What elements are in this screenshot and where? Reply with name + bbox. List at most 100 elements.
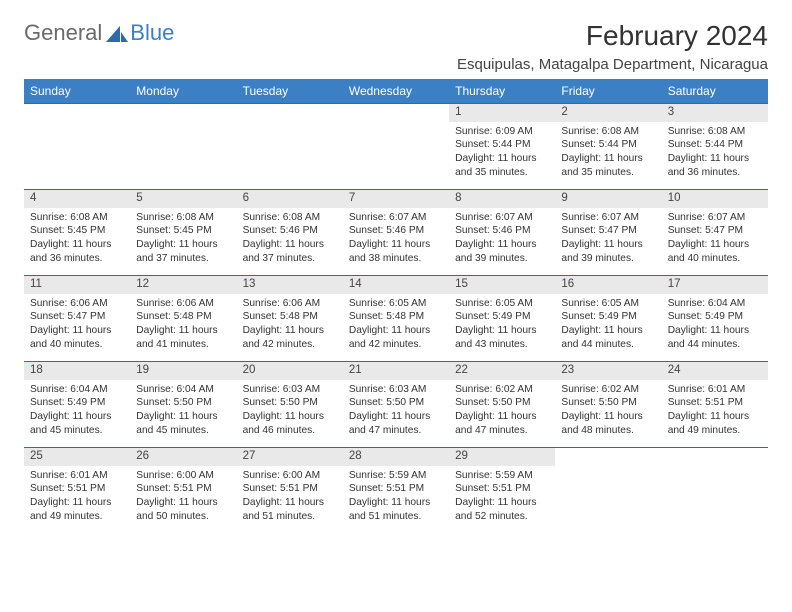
day-number: 25 [30,450,43,462]
day-d1: Daylight: 11 hours [668,152,762,166]
day-d1: Daylight: 11 hours [349,324,443,338]
dayheader-thursday: Thursday [449,79,555,104]
day-content-cell: Sunrise: 6:05 AMSunset: 5:49 PMDaylight:… [449,294,555,362]
day-number-cell: 10 [662,190,768,208]
dayheader-tuesday: Tuesday [237,79,343,104]
day-content-cell: Sunrise: 6:07 AMSunset: 5:46 PMDaylight:… [449,208,555,276]
day-number-cell: 26 [130,448,236,466]
day-ss: Sunset: 5:47 PM [30,310,124,324]
day-content-cell [555,466,661,534]
day-sr: Sunrise: 6:02 AM [455,383,549,397]
day-sr: Sunrise: 6:08 AM [561,125,655,139]
day-number: 27 [243,450,256,462]
day-number-cell: 24 [662,362,768,380]
day-number-cell: 25 [24,448,130,466]
day-sr: Sunrise: 6:04 AM [136,383,230,397]
day-ss: Sunset: 5:47 PM [561,224,655,238]
day-d1: Daylight: 11 hours [349,238,443,252]
day-ss: Sunset: 5:50 PM [561,396,655,410]
day-number: 24 [668,364,681,376]
day-d2: and 41 minutes. [136,338,230,352]
day-number: 28 [349,450,362,462]
day-sr: Sunrise: 6:08 AM [136,211,230,225]
day-content-cell: Sunrise: 6:03 AMSunset: 5:50 PMDaylight:… [237,380,343,448]
day-content-cell: Sunrise: 6:03 AMSunset: 5:50 PMDaylight:… [343,380,449,448]
day-number: 21 [349,364,362,376]
day-ss: Sunset: 5:51 PM [349,482,443,496]
day-content-cell: Sunrise: 6:08 AMSunset: 5:46 PMDaylight:… [237,208,343,276]
day-sr: Sunrise: 6:04 AM [30,383,124,397]
day-number: 16 [561,278,574,290]
day-number-cell: 18 [24,362,130,380]
day-d1: Daylight: 11 hours [243,238,337,252]
day-ss: Sunset: 5:46 PM [349,224,443,238]
day-content-cell: Sunrise: 6:01 AMSunset: 5:51 PMDaylight:… [24,466,130,534]
day-number-cell: 11 [24,276,130,294]
day-number-cell: 15 [449,276,555,294]
day-d2: and 45 minutes. [136,424,230,438]
day-ss: Sunset: 5:50 PM [349,396,443,410]
day-d2: and 47 minutes. [455,424,549,438]
day-d2: and 52 minutes. [455,510,549,524]
day-content-cell [343,122,449,190]
day-ss: Sunset: 5:50 PM [455,396,549,410]
day-d1: Daylight: 11 hours [455,496,549,510]
day-number: 29 [455,450,468,462]
day-number-cell: 13 [237,276,343,294]
day-ss: Sunset: 5:44 PM [455,138,549,152]
day-d2: and 47 minutes. [349,424,443,438]
day-content-cell: Sunrise: 5:59 AMSunset: 5:51 PMDaylight:… [343,466,449,534]
day-number-cell [662,448,768,466]
day-number: 2 [561,106,567,118]
day-content-cell: Sunrise: 6:05 AMSunset: 5:48 PMDaylight:… [343,294,449,362]
day-number: 14 [349,278,362,290]
day-ss: Sunset: 5:51 PM [243,482,337,496]
day-number: 19 [136,364,149,376]
day-d2: and 44 minutes. [561,338,655,352]
day-number: 23 [561,364,574,376]
day-d1: Daylight: 11 hours [668,410,762,424]
day-number-cell: 5 [130,190,236,208]
day-d2: and 48 minutes. [561,424,655,438]
day-sr: Sunrise: 6:03 AM [243,383,337,397]
day-ss: Sunset: 5:44 PM [561,138,655,152]
day-number-cell: 3 [662,104,768,122]
day-d1: Daylight: 11 hours [243,496,337,510]
day-d1: Daylight: 11 hours [136,324,230,338]
day-content-cell: Sunrise: 6:08 AMSunset: 5:44 PMDaylight:… [662,122,768,190]
day-number: 5 [136,192,142,204]
day-number-cell: 8 [449,190,555,208]
day-sr: Sunrise: 6:04 AM [668,297,762,311]
day-ss: Sunset: 5:45 PM [30,224,124,238]
brand-sail-icon [106,24,128,42]
day-number-cell: 21 [343,362,449,380]
daynum-row: 18192021222324 [24,362,768,380]
day-sr: Sunrise: 6:01 AM [30,469,124,483]
day-d2: and 35 minutes. [561,166,655,180]
day-ss: Sunset: 5:47 PM [668,224,762,238]
day-ss: Sunset: 5:51 PM [455,482,549,496]
day-d1: Daylight: 11 hours [455,324,549,338]
day-number-cell: 27 [237,448,343,466]
day-d2: and 40 minutes. [668,252,762,266]
day-d2: and 42 minutes. [349,338,443,352]
day-content-cell: Sunrise: 6:00 AMSunset: 5:51 PMDaylight:… [237,466,343,534]
day-content-cell: Sunrise: 6:04 AMSunset: 5:49 PMDaylight:… [24,380,130,448]
day-content-cell: Sunrise: 6:04 AMSunset: 5:49 PMDaylight:… [662,294,768,362]
day-d2: and 40 minutes. [30,338,124,352]
day-content-cell: Sunrise: 6:01 AMSunset: 5:51 PMDaylight:… [662,380,768,448]
day-content-cell: Sunrise: 6:07 AMSunset: 5:47 PMDaylight:… [662,208,768,276]
dayheader-wednesday: Wednesday [343,79,449,104]
day-d2: and 50 minutes. [136,510,230,524]
day-sr: Sunrise: 6:01 AM [668,383,762,397]
day-number-cell [555,448,661,466]
title-block: February 2024 Esquipulas, Matagalpa Depa… [457,20,768,73]
day-d2: and 35 minutes. [455,166,549,180]
day-number: 18 [30,364,43,376]
day-sr: Sunrise: 6:07 AM [455,211,549,225]
day-content-cell: Sunrise: 6:04 AMSunset: 5:50 PMDaylight:… [130,380,236,448]
day-ss: Sunset: 5:51 PM [136,482,230,496]
day-number: 13 [243,278,256,290]
day-sr: Sunrise: 6:00 AM [136,469,230,483]
day-d2: and 38 minutes. [349,252,443,266]
